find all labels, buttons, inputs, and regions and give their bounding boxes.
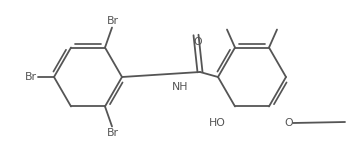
Text: Br: Br [107,128,119,138]
Text: O: O [285,118,293,128]
Text: Br: Br [25,72,37,82]
Text: Br: Br [107,16,119,26]
Text: NH: NH [172,82,188,92]
Text: O: O [194,37,202,47]
Text: HO: HO [208,118,225,128]
